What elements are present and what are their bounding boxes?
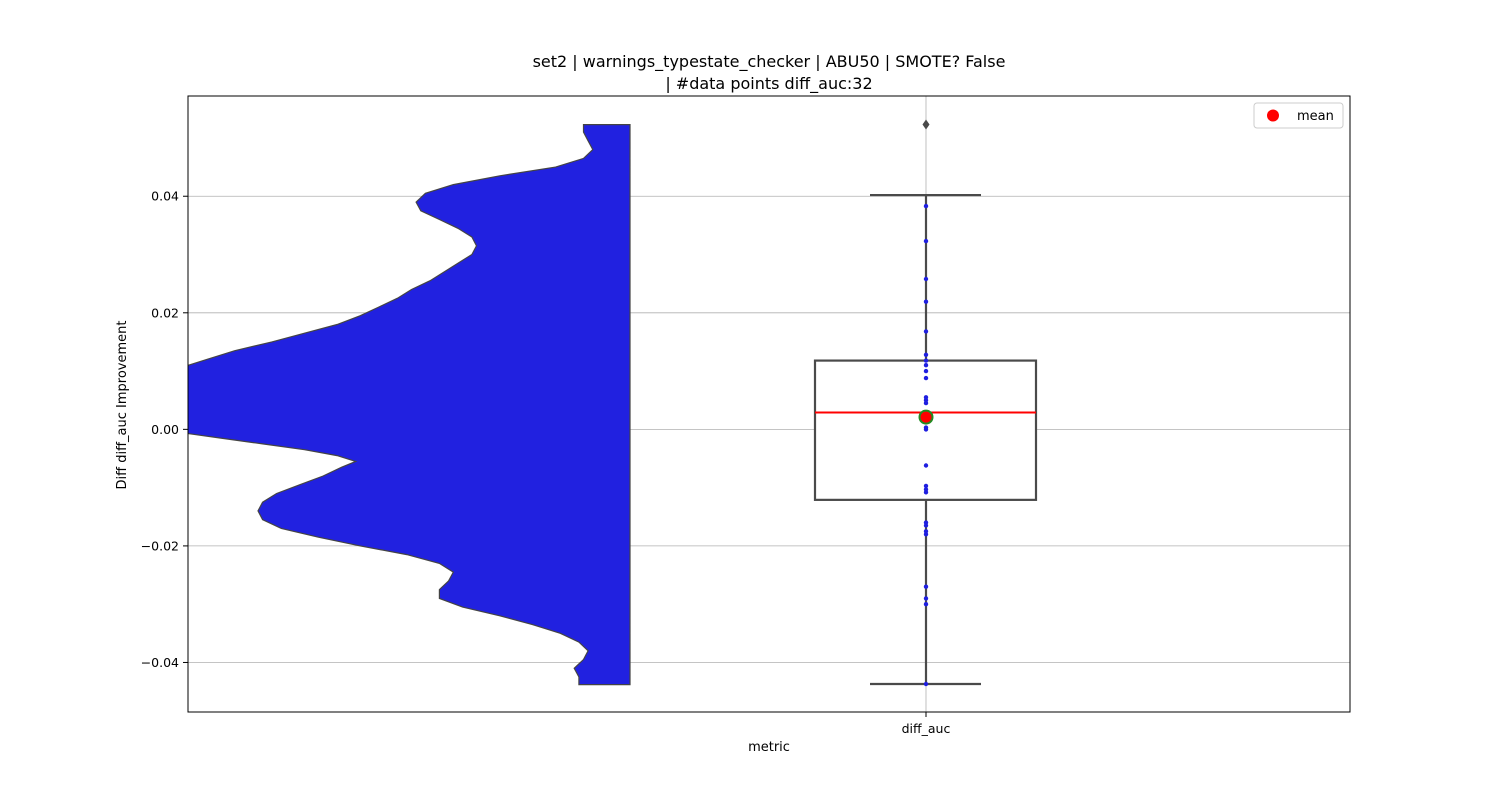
violin-shape	[188, 123, 631, 686]
data-point	[923, 329, 929, 334]
y-tick-label: −0.02	[141, 538, 179, 553]
y-axis-ticks: −0.04 −0.02 0.00 0.02 0.04	[141, 189, 188, 670]
data-point	[923, 681, 929, 687]
data-point	[923, 523, 929, 528]
data-point	[923, 203, 929, 209]
data-point	[923, 584, 929, 589]
y-tick-label: 0.00	[151, 422, 179, 437]
legend-box	[1253, 102, 1344, 129]
data-point	[923, 375, 929, 381]
data-point	[923, 427, 929, 432]
data-point	[923, 463, 929, 468]
data-point	[923, 532, 929, 537]
data-point	[923, 238, 929, 244]
data-point	[923, 602, 929, 607]
data-point	[923, 352, 929, 357]
chart-title-line-2: | #data points diff_auc:32	[665, 74, 872, 94]
y-tick-label: 0.04	[151, 189, 179, 204]
legend-mean-label: mean	[1297, 109, 1334, 124]
data-point	[923, 363, 929, 368]
data-point	[923, 358, 929, 363]
violin	[188, 123, 631, 686]
chart-title-line-1: set2 | warnings_typestate_checker | ABU5…	[533, 52, 1006, 72]
x-axis-label: metric	[748, 740, 790, 755]
y-tick-label: 0.02	[151, 305, 179, 320]
legend-mean-marker	[1267, 109, 1279, 122]
plot-frame	[187, 95, 1351, 713]
data-points	[918, 203, 934, 687]
y-tick-label: −0.04	[141, 655, 179, 670]
data-point	[923, 299, 929, 304]
data-point	[923, 400, 929, 406]
x-axis-ticks: diff_auc	[902, 712, 951, 736]
data-point	[923, 490, 929, 495]
data-point	[923, 368, 929, 374]
y-axis-label: Diff diff_auc Improvement	[115, 321, 130, 490]
x-tick-label: diff_auc	[902, 721, 951, 736]
data-point	[923, 276, 929, 282]
mean-marker	[918, 409, 934, 425]
outlier-marker	[922, 119, 930, 130]
data-point	[923, 483, 929, 489]
data-point	[923, 596, 929, 601]
legend: mean	[1253, 102, 1344, 129]
